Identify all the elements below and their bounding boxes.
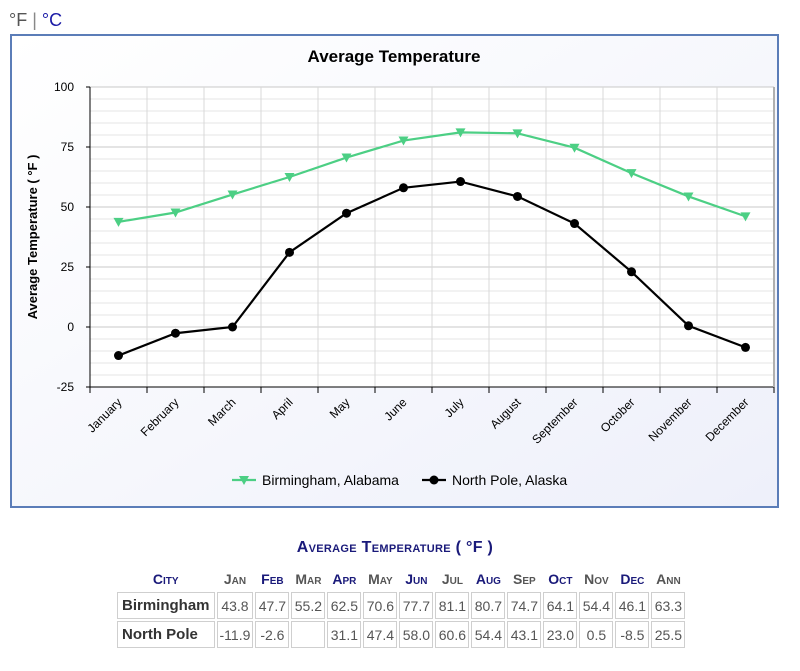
temperature-table: City Jan Feb Mar Apr May Jun Jul Aug Sep Oct Nov Dec… bbox=[115, 566, 687, 650]
table-header-cell: Jul bbox=[441, 571, 463, 587]
table-cell: 63.3 bbox=[651, 592, 686, 619]
table-cell: -2.6 bbox=[255, 621, 290, 648]
table-cell: 47.7 bbox=[255, 592, 290, 619]
data-point bbox=[398, 136, 409, 146]
table-cell: 55.2 bbox=[291, 592, 326, 619]
table-cell: 64.1 bbox=[543, 592, 578, 619]
table-cell: 70.6 bbox=[363, 592, 398, 619]
data-point bbox=[740, 212, 751, 222]
table-cell: 54.4 bbox=[471, 621, 506, 648]
data-point bbox=[342, 208, 351, 218]
data-point bbox=[455, 128, 466, 138]
table-header-cell: Aug bbox=[475, 571, 501, 587]
table-header-cell: Mar bbox=[295, 571, 322, 587]
table-cell: 60.6 bbox=[435, 621, 470, 648]
table-header-cell: City bbox=[152, 571, 179, 587]
data-point bbox=[171, 328, 180, 338]
fahrenheit-toggle[interactable]: °F bbox=[9, 10, 28, 30]
table-cell: 81.1 bbox=[435, 592, 470, 619]
table-cell: 25.5 bbox=[651, 621, 686, 648]
data-point bbox=[227, 190, 238, 200]
table-cell: 23.0 bbox=[543, 621, 578, 648]
data-point bbox=[684, 321, 693, 331]
data-point bbox=[512, 129, 523, 139]
celsius-toggle[interactable]: °C bbox=[41, 10, 63, 30]
table-title: Average Temperature ( °F ) bbox=[296, 539, 494, 556]
data-point bbox=[114, 351, 123, 361]
table-cell: 58.0 bbox=[399, 621, 434, 648]
series-line bbox=[118, 131, 746, 223]
table-header-cell: Dec bbox=[620, 571, 645, 587]
data-point bbox=[170, 208, 181, 218]
data-point bbox=[284, 173, 295, 182]
table-city-cell: Birmingham bbox=[117, 592, 215, 619]
data-point bbox=[285, 247, 294, 257]
table-cell: 77.7 bbox=[399, 592, 434, 619]
table-header-cell: Nov bbox=[584, 571, 609, 587]
legend-label: North Pole, Alaska bbox=[452, 472, 567, 488]
temperature-chart: Average Temperature 1007550250-25January… bbox=[12, 36, 777, 506]
data-point bbox=[570, 219, 579, 229]
y-tick-label: 100 bbox=[54, 80, 74, 94]
table-header-cell: Sep bbox=[513, 571, 536, 587]
data-point bbox=[399, 183, 408, 193]
data-point bbox=[627, 267, 636, 277]
y-axis-title: Average Temperature ( °F ) bbox=[25, 155, 40, 320]
table-cell: 62.5 bbox=[327, 592, 362, 619]
chart-frame: Average Temperature 100 75 50 25 0 -25 January… bbox=[10, 34, 779, 508]
y-tick-label: 50 bbox=[61, 200, 75, 214]
unit-separator: | bbox=[32, 10, 37, 30]
table-header-cell: Apr bbox=[332, 571, 357, 587]
table-cell: 47.4 bbox=[363, 621, 398, 648]
table-cell: 0.5 bbox=[579, 621, 614, 648]
data-point bbox=[228, 322, 237, 332]
unit-switch: °F | °C bbox=[9, 10, 62, 31]
table-cell: 43.1 bbox=[507, 621, 542, 648]
table-cell: -11.9 bbox=[216, 621, 254, 648]
table-header-cell: Jun bbox=[405, 571, 428, 587]
data-point bbox=[569, 143, 580, 153]
table-city-cell: North Pole bbox=[117, 621, 215, 648]
data-point bbox=[113, 217, 124, 227]
table-header-cell: Jan bbox=[223, 571, 247, 587]
legend-marker bbox=[239, 476, 249, 485]
table-header-cell: Ann bbox=[656, 571, 681, 587]
table-cell: -8.5 bbox=[615, 621, 650, 648]
data-point bbox=[341, 153, 352, 163]
y-tick-label: 25 bbox=[61, 260, 75, 274]
data-point bbox=[513, 191, 522, 201]
data-point bbox=[456, 177, 465, 187]
legend-marker bbox=[429, 475, 439, 485]
data-point bbox=[741, 342, 750, 352]
table-cell: 43.8 bbox=[216, 592, 254, 619]
table-row: North Pole -11.9 -2.6 31.1 47.4 58.0 60.6 54.4 4… bbox=[117, 621, 686, 648]
table-header-row: City Jan Feb Mar Apr May Jun Jul Aug Sep Oct Nov Dec… bbox=[117, 568, 685, 590]
series-line bbox=[118, 180, 746, 357]
data-point bbox=[626, 169, 637, 179]
table-cell: 31.1 bbox=[327, 621, 362, 648]
legend-label: Birmingham, Alabama bbox=[262, 472, 399, 488]
data-point bbox=[683, 192, 694, 202]
table-cell: 74.7 bbox=[507, 592, 542, 619]
table-cell: 54.4 bbox=[579, 592, 614, 619]
chart-title: Average Temperature bbox=[308, 47, 481, 66]
table-row: Birmingham 43.8 47.7 55.2 62.5 70.6 77.7 81.1 80… bbox=[117, 592, 686, 619]
table-cell bbox=[291, 621, 326, 648]
y-tick-label: 0 bbox=[67, 320, 74, 334]
table-cell: 80.7 bbox=[471, 592, 506, 619]
table-header-cell: Oct bbox=[548, 571, 573, 587]
table-cell: 46.1 bbox=[615, 592, 650, 619]
table-header-cell: Feb bbox=[261, 571, 284, 587]
y-tick-label: 75 bbox=[61, 140, 75, 154]
y-tick-label: -25 bbox=[57, 380, 75, 394]
table-header-cell: May bbox=[368, 571, 393, 587]
